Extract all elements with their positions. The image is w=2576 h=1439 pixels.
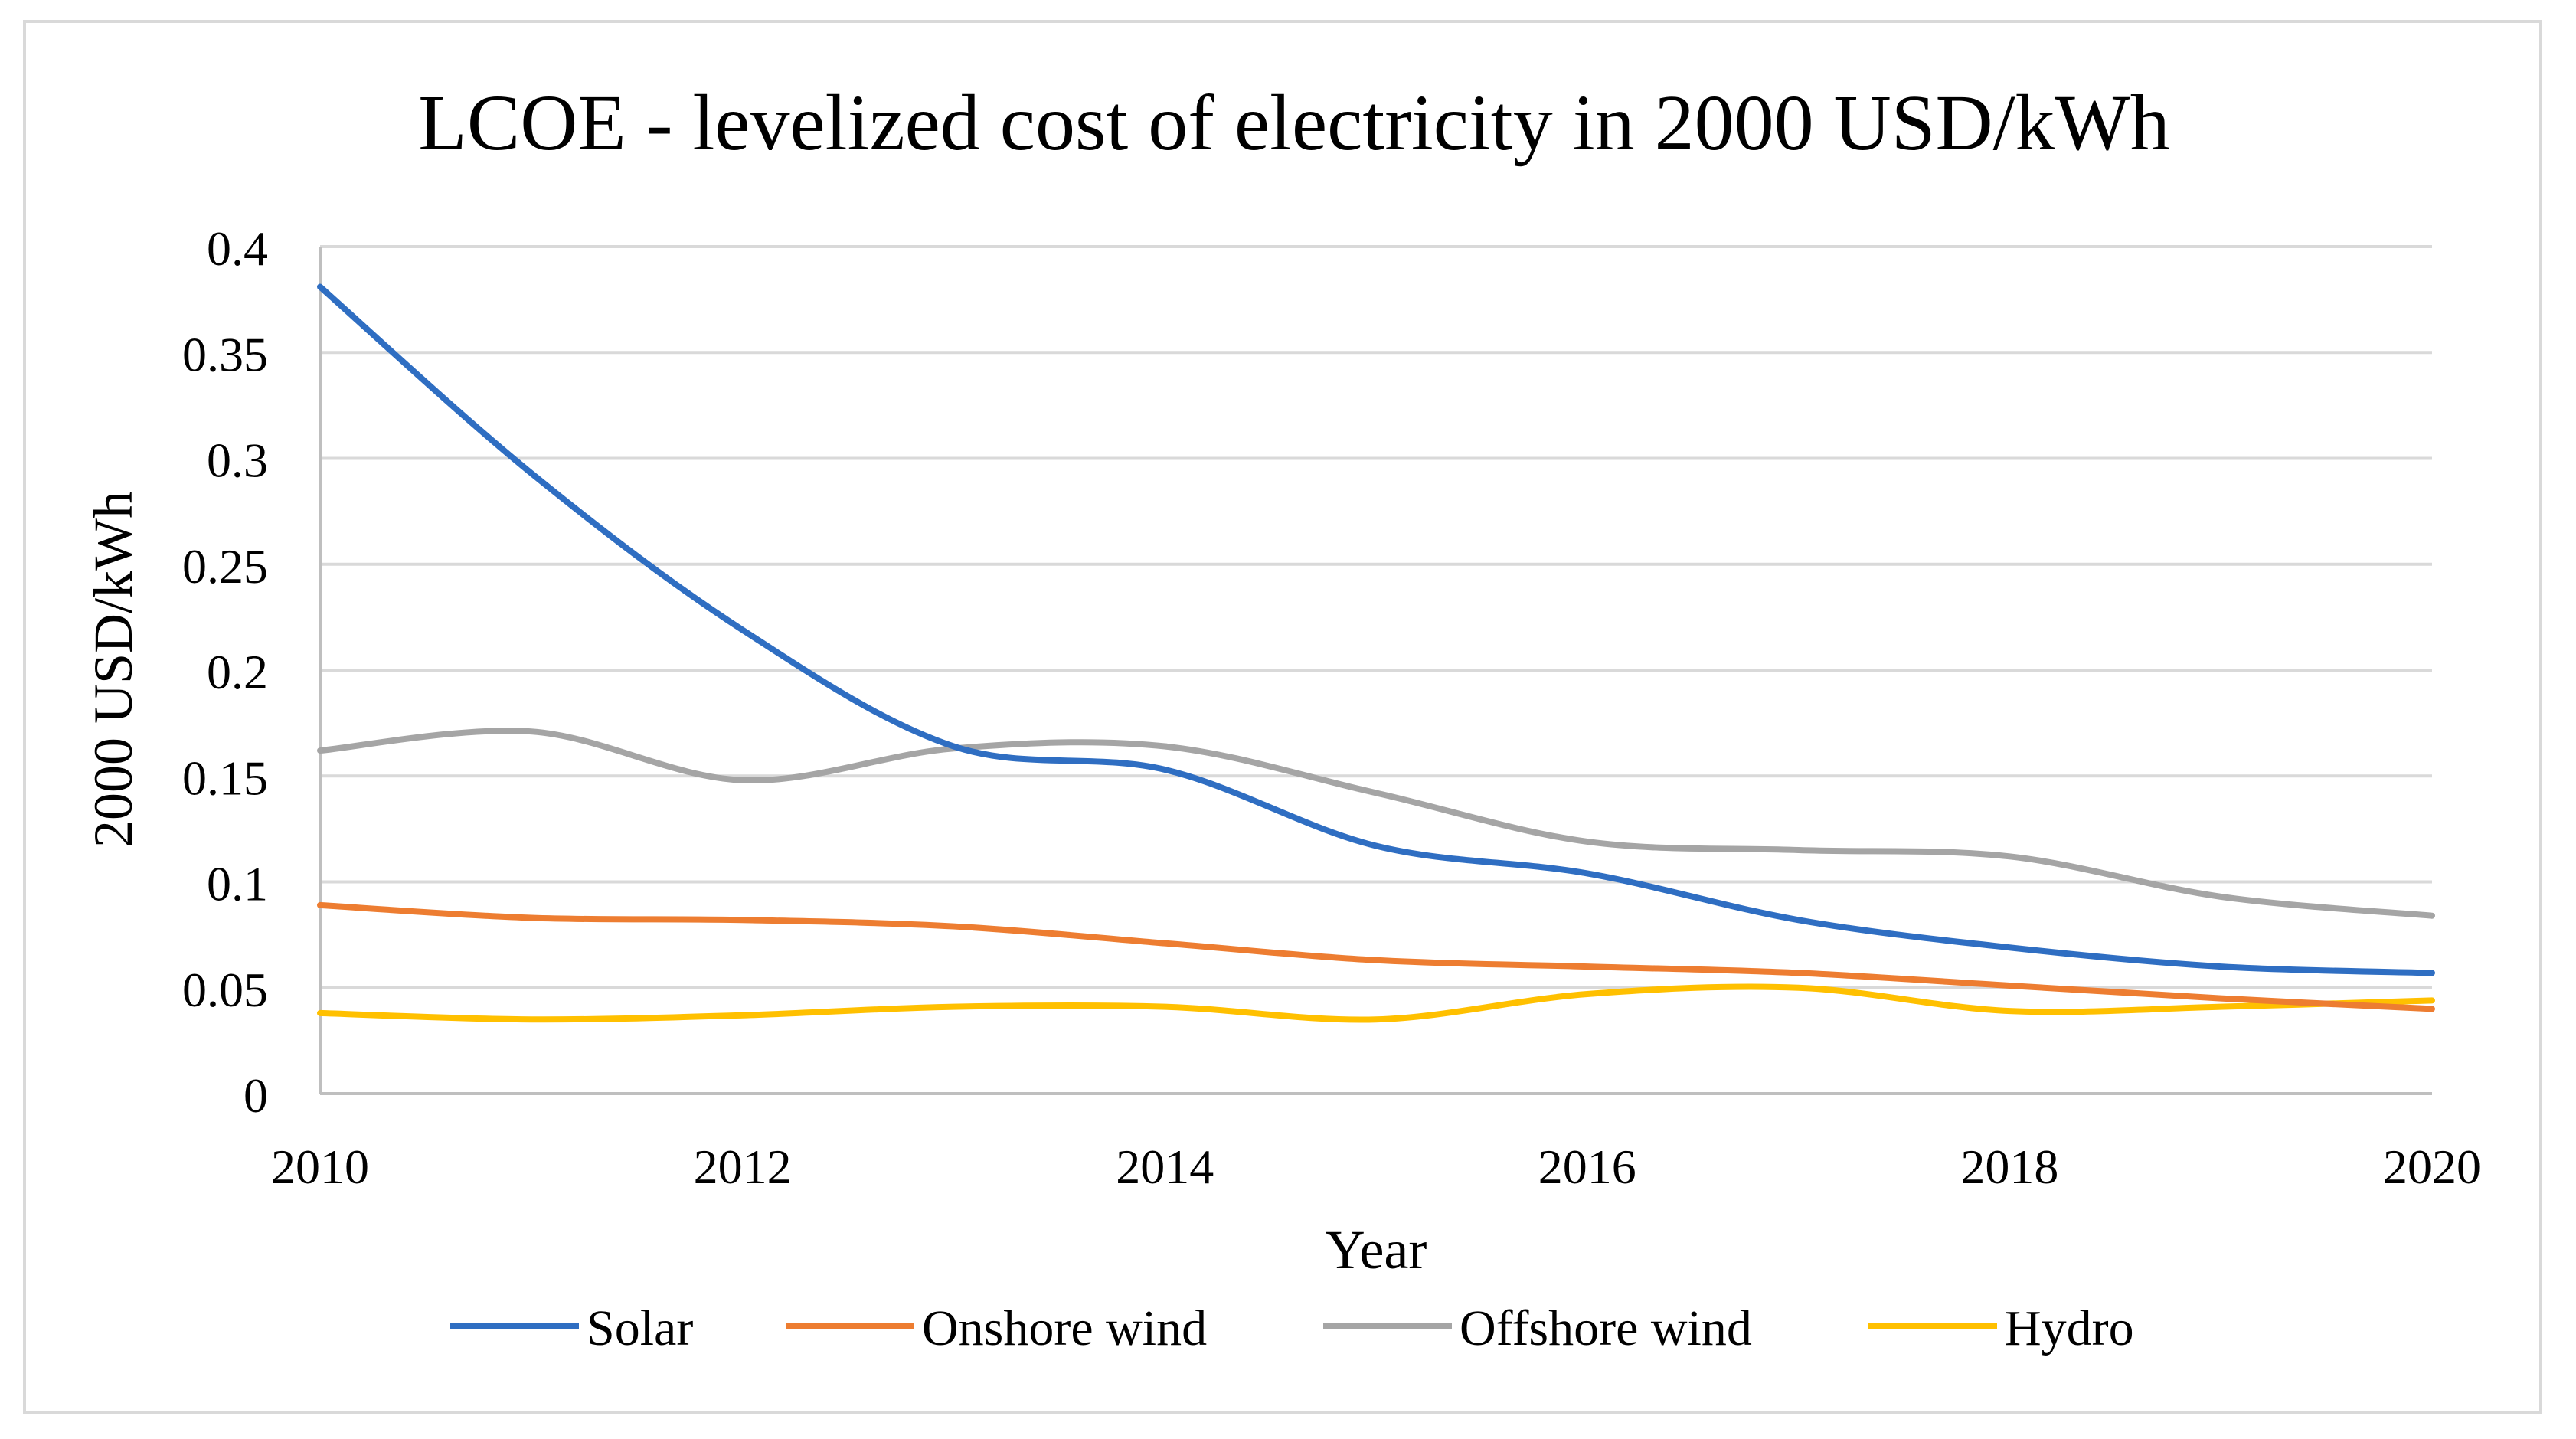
axes xyxy=(319,247,2432,1095)
x-tick-labels: 2010 2012 2014 2016 2018 2020 xyxy=(271,1140,2481,1194)
legend-label-hydro: Hydro xyxy=(2005,1300,2134,1356)
series-line-offshore-wind xyxy=(317,728,2435,919)
x-tick-label: 2014 xyxy=(1116,1140,1214,1194)
y-tick-label: 0.15 xyxy=(182,751,268,805)
x-tick-label: 2020 xyxy=(2383,1140,2481,1194)
x-tick-label: 2018 xyxy=(1960,1140,2058,1194)
legend-label-onshore-wind: Onshore wind xyxy=(922,1300,1207,1356)
y-tick-label: 0.1 xyxy=(207,857,268,911)
x-tick-label: 2012 xyxy=(694,1140,792,1194)
y-tick-labels: 0 0.05 0.1 0.15 0.2 0.25 0.3 0.35 0.4 xyxy=(182,221,268,1123)
legend: Solar Onshore wind Offshore wind Hydro xyxy=(450,1300,2134,1356)
series-line-onshore-wind xyxy=(317,901,2435,1012)
series-lines xyxy=(317,283,2435,1023)
chart-title: LCOE - levelized cost of electricity in … xyxy=(418,79,2169,167)
y-tick-label: 0 xyxy=(244,1068,268,1123)
chart-frame xyxy=(23,20,2542,1414)
y-tick-label: 0.05 xyxy=(182,963,268,1017)
x-tick-label: 2016 xyxy=(1538,1140,1636,1194)
y-tick-label: 0.35 xyxy=(182,327,268,381)
y-tick-label: 0.4 xyxy=(207,221,268,276)
y-tick-label: 0.3 xyxy=(207,433,268,488)
series-line-hydro xyxy=(317,983,2435,1023)
series-line-solar xyxy=(317,283,2435,976)
legend-label-solar: Solar xyxy=(587,1300,693,1356)
x-axis-label: Year xyxy=(1326,1219,1427,1280)
x-tick-label: 2010 xyxy=(271,1140,369,1194)
y-axis-label: 2000 USD/kWh xyxy=(83,491,144,848)
legend-label-offshore-wind: Offshore wind xyxy=(1460,1300,1752,1356)
y-tick-label: 0.25 xyxy=(182,539,268,594)
y-tick-label: 0.2 xyxy=(207,645,268,699)
